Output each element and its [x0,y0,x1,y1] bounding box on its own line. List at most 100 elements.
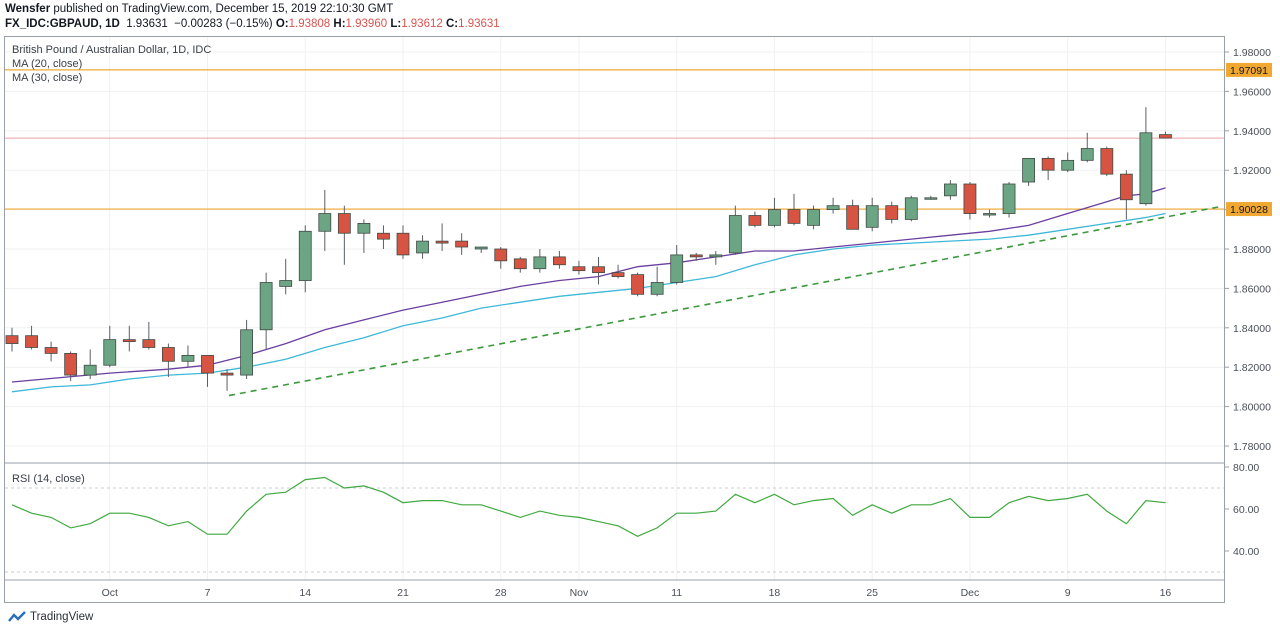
candle-body [64,353,78,376]
candle-body [885,205,899,220]
candle-body [103,339,117,366]
candle-body [944,183,957,197]
rsi-axis-label: 60.00 [1233,504,1259,516]
level-price-badge [1226,202,1272,217]
rsi-axis-label: 80.00 [1233,462,1259,474]
candle-body [513,258,527,270]
time-axis-label: 7 [205,587,211,599]
high-value: 1.93960 [345,18,388,30]
candle-body [1139,132,1153,205]
price-axis-label: 1.88000 [1233,244,1271,256]
time-axis-label: Oct [102,587,118,599]
low-value: 1.93612 [401,18,443,30]
candle-body [220,372,234,376]
candle-body [318,213,332,232]
candle-body [337,213,351,234]
time-axis-label: 25 [866,587,878,599]
price-axis-label: 1.84000 [1233,323,1271,335]
ma30-legend: MA (30, close) [12,72,83,84]
price-axis-label: 1.94000 [1233,126,1271,138]
candle-body [553,256,566,266]
open-value: 1.93808 [288,18,331,30]
candle-body [201,354,214,374]
publish-line: Wensfer published on TradingView.com, De… [5,3,393,15]
candle-body [904,197,918,220]
candle-body [435,240,449,244]
candle-body [44,347,58,354]
time-axis-label: Nov [570,587,589,599]
rsi-legend: RSI (14, close) [12,473,85,485]
close-label: C: [445,18,459,30]
candle-body [1100,148,1114,175]
candle-body [1080,148,1094,161]
candle-body [240,329,254,376]
rsi-axis-label: 40.00 [1233,546,1259,558]
candle-body [592,266,605,274]
candle-body [122,339,136,342]
candle-body [709,254,723,258]
candle-body [533,256,547,270]
price-axis-label: 1.78000 [1233,441,1271,453]
candle-body [611,272,625,277]
symbol-label: FX_IDC:GBPAUD, 1D [5,18,120,30]
candle-body [161,347,175,362]
candle-body [631,274,644,295]
candle-body [748,215,762,226]
time-axis-label: 28 [495,587,507,599]
candle-body [25,335,38,348]
time-axis-label: 11 [671,587,682,599]
candle-body [983,213,996,216]
price-axis-label: 1.98000 [1233,47,1271,59]
candle-body [181,354,195,362]
candle-body [865,205,879,228]
chart-title: British Pound / Australian Dollar, 1D, I… [12,44,212,56]
price-axis-label: 1.80000 [1233,402,1271,414]
candle-body [963,183,977,214]
time-axis-label: 14 [299,587,311,599]
open-label: O: [275,18,289,30]
candle-body [298,230,312,281]
candle-body [474,246,488,250]
time-axis-label: 16 [1160,587,1172,599]
candle-body [455,240,469,248]
candle-body [670,254,684,283]
high-label: H: [333,18,346,30]
level-price-label: 1.97091 [1230,65,1268,77]
candle-body [1022,157,1035,183]
price-axis-label: 1.92000 [1233,165,1271,177]
level-price-badge [1226,62,1272,77]
low-label: L: [390,18,402,30]
publish-info: published on TradingView.com, December 1… [53,3,394,15]
footer-brand-label: TradingView [30,611,94,623]
candle-body [259,282,273,331]
level-price-label: 1.90028 [1230,204,1268,216]
time-axis-label: 18 [769,587,781,599]
candle-body [279,280,293,287]
candle-body [83,364,97,376]
candle-body [494,248,508,262]
time-axis-label: Dec [961,587,980,599]
candle-body [357,222,371,234]
candle-body [924,197,938,200]
price-axis-label: 1.82000 [1233,362,1271,374]
price-change: −0.00283 (−0.15%) [174,18,273,30]
ma20-legend: MA (20, close) [12,58,83,70]
candle-body [689,254,703,258]
candle-body [1061,159,1075,171]
rsi-line [11,476,1166,537]
candle-body [1041,157,1055,171]
candle-body [768,209,781,226]
author-name: Wensfer [5,3,51,15]
candle-body [650,282,664,295]
price-axis-label: 1.86000 [1233,283,1271,295]
time-axis-label: 9 [1065,587,1071,599]
ma20-line [11,187,1166,383]
candle-body [846,205,860,230]
candle-body [1002,183,1016,214]
footer-brand[interactable]: TradingView [8,611,93,623]
dashed-trendline[interactable] [228,205,1221,397]
candle-body [416,240,429,254]
ma30-line [11,212,1166,393]
candle-body [787,209,801,224]
